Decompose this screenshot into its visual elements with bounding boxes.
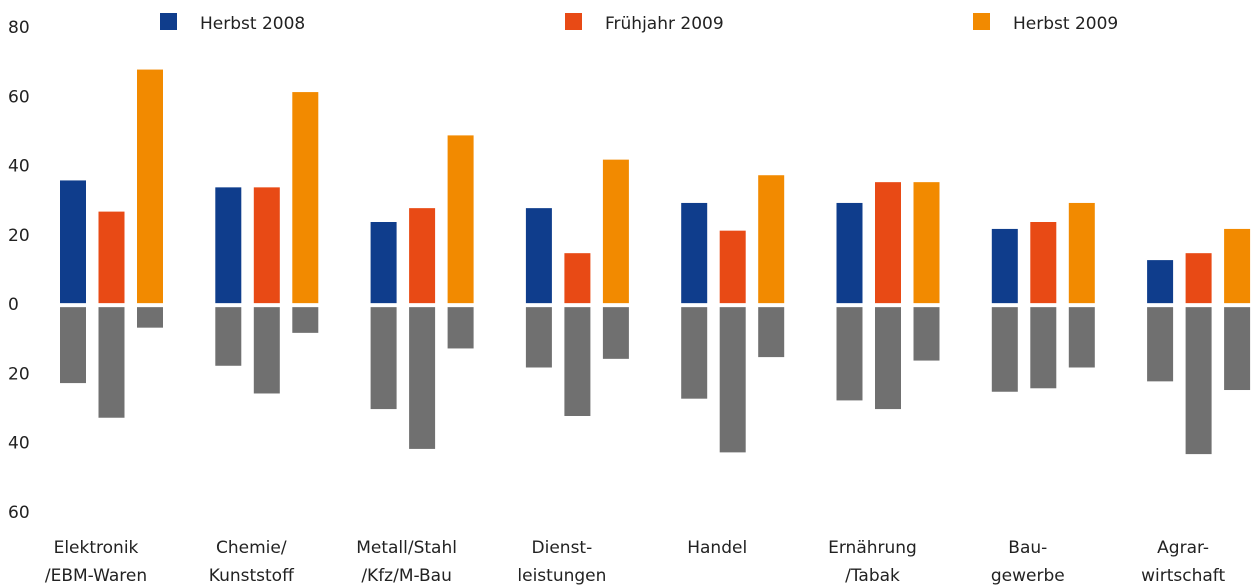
negative-bar [913, 307, 940, 361]
x-tick-label-line: leistungen [517, 566, 606, 586]
negative-bar [137, 307, 163, 328]
x-tick-label-line: Bau- [1008, 538, 1047, 558]
legend-label: Herbst 2009 [1013, 14, 1118, 34]
x-tick-label-line: Elektronik [54, 538, 139, 558]
bar [1224, 228, 1251, 304]
x-tick-label: Ernährung/Tabak [828, 538, 917, 586]
legend-label: Frühjahr 2009 [605, 14, 724, 34]
x-tick-label-line: /Tabak [845, 566, 900, 586]
bar [875, 182, 901, 304]
x-tick-label-line: wirtschaft [1141, 566, 1225, 586]
x-tick-label-line: Metall/Stahl [356, 538, 457, 558]
negative-bar [98, 307, 125, 418]
negative-bar [1030, 307, 1057, 389]
y-tick-label: 40 [8, 434, 30, 454]
negative-bar [370, 307, 397, 410]
bar [758, 175, 785, 304]
negative-bar [1147, 307, 1174, 382]
bar [409, 208, 436, 304]
negative-bar [719, 307, 746, 453]
negative-bar [253, 307, 280, 394]
bar [1068, 202, 1095, 304]
negative-bar [564, 307, 591, 416]
legend-swatch [565, 13, 582, 30]
bar [1185, 253, 1212, 304]
x-tick-label-line: Dienst- [532, 538, 593, 558]
bar [137, 69, 163, 304]
x-tick-label-line: /EBM-Waren [45, 566, 147, 586]
negative-bar [836, 307, 863, 401]
x-tick-label: Bau-gewerbe [991, 538, 1065, 586]
x-tick-label: Agrar-wirtschaft [1141, 538, 1225, 586]
negative-bar [758, 307, 785, 358]
negative-bar [681, 307, 708, 399]
bar [991, 228, 1018, 304]
bar [602, 159, 629, 304]
x-tick-label-line: Agrar- [1157, 538, 1209, 558]
x-tick-label-line: /Kfz/M-Bau [361, 566, 452, 586]
negative-bar [409, 307, 436, 449]
bar [681, 202, 708, 304]
y-tick-label: 0 [8, 295, 19, 315]
negative-bar [1185, 307, 1212, 455]
bar [525, 208, 552, 304]
bar [564, 253, 591, 304]
bar [370, 222, 397, 304]
legend-label: Herbst 2008 [200, 14, 305, 34]
y-tick-label: 60 [8, 87, 30, 107]
x-tick-label-line: Chemie/ [216, 538, 287, 558]
bar [836, 202, 863, 304]
x-tick-label-line: gewerbe [991, 566, 1065, 586]
negative-bar [292, 307, 319, 333]
bar [719, 230, 746, 304]
legend-swatch [160, 13, 177, 30]
legend-swatch [973, 13, 990, 30]
x-tick-label: Chemie/Kunststoff [209, 538, 295, 586]
x-tick-label: Handel [687, 538, 747, 558]
bar [253, 187, 280, 304]
y-tick-label: 60 [8, 503, 30, 523]
x-tick-label-line: Kunststoff [209, 566, 295, 586]
negative-bar [60, 307, 86, 384]
bar [913, 182, 940, 304]
negative-bar [525, 307, 552, 368]
y-tick-label: 40 [8, 157, 30, 177]
negative-bar [447, 307, 474, 349]
x-tick-label-line: Ernährung [828, 538, 917, 558]
x-tick-label: Elektronik/EBM-Waren [45, 538, 147, 586]
negative-bar [875, 307, 901, 410]
y-tick-label: 20 [8, 226, 30, 246]
bar [447, 135, 474, 304]
x-tick-label: Metall/Stahl/Kfz/M-Bau [356, 538, 457, 586]
negative-bar [215, 307, 242, 366]
bar [60, 180, 86, 304]
x-tick-label: Dienst-leistungen [517, 538, 606, 586]
negative-bar [991, 307, 1018, 392]
x-tick-label-line: Handel [687, 538, 747, 558]
negative-bar [1068, 307, 1095, 368]
bar [215, 187, 242, 304]
bar [1147, 260, 1174, 304]
bar [98, 211, 125, 304]
y-tick-label: 20 [8, 364, 30, 384]
bar [1030, 222, 1057, 304]
negative-bar [602, 307, 629, 359]
bar [292, 92, 319, 304]
y-tick-label: 80 [8, 18, 30, 38]
negative-bar [1224, 307, 1251, 391]
